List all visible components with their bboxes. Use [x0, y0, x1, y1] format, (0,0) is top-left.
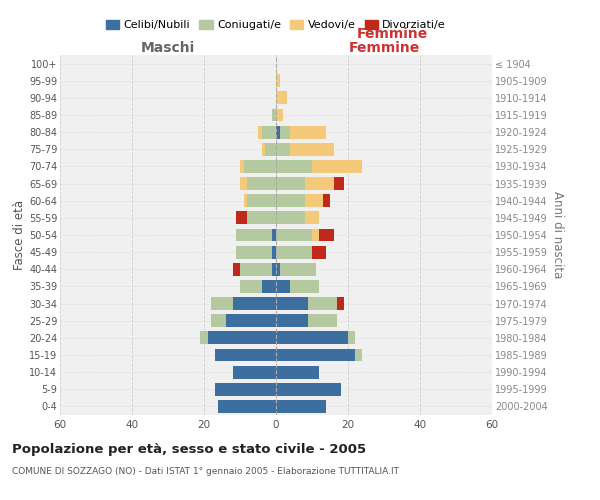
Y-axis label: Anni di nascita: Anni di nascita [551, 192, 565, 278]
Bar [276, 366, 319, 378]
Bar [211, 314, 226, 327]
Bar [258, 126, 262, 138]
Bar [240, 160, 244, 173]
Bar [262, 143, 265, 156]
Bar [312, 246, 326, 258]
Bar [226, 314, 276, 327]
Bar [236, 246, 272, 258]
Bar [280, 126, 290, 138]
Bar [215, 383, 276, 396]
Bar [276, 400, 326, 413]
Bar [308, 314, 337, 327]
Bar [280, 263, 316, 276]
Bar [236, 212, 247, 224]
Text: Femmine: Femmine [357, 26, 428, 40]
Bar [312, 160, 362, 173]
Bar [247, 177, 276, 190]
Bar [233, 297, 276, 310]
Bar [200, 332, 208, 344]
Bar [211, 297, 233, 310]
Bar [276, 177, 305, 190]
Bar [240, 280, 262, 293]
Bar [337, 297, 344, 310]
Bar [272, 228, 276, 241]
Bar [240, 263, 272, 276]
Bar [305, 177, 334, 190]
Bar [233, 366, 276, 378]
Bar [236, 228, 272, 241]
Bar [290, 280, 319, 293]
Bar [305, 212, 319, 224]
Bar [276, 383, 341, 396]
Bar [323, 194, 330, 207]
Text: Maschi: Maschi [141, 41, 195, 55]
Bar [276, 228, 312, 241]
Bar [348, 332, 355, 344]
Text: COMUNE DI SOZZAGO (NO) - Dati ISTAT 1° gennaio 2005 - Elaborazione TUTTITALIA.IT: COMUNE DI SOZZAGO (NO) - Dati ISTAT 1° g… [12, 468, 399, 476]
Bar [262, 126, 276, 138]
Bar [276, 143, 290, 156]
Text: Popolazione per età, sesso e stato civile - 2005: Popolazione per età, sesso e stato civil… [12, 442, 366, 456]
Bar [355, 348, 362, 362]
Bar [272, 263, 276, 276]
Bar [308, 297, 337, 310]
Bar [276, 263, 280, 276]
Bar [276, 314, 308, 327]
Bar [276, 92, 287, 104]
Bar [276, 108, 283, 122]
Bar [276, 74, 280, 87]
Bar [276, 297, 308, 310]
Bar [276, 212, 305, 224]
Bar [276, 348, 355, 362]
Bar [290, 143, 334, 156]
Bar [247, 194, 276, 207]
Bar [272, 108, 276, 122]
Bar [218, 400, 276, 413]
Bar [244, 160, 276, 173]
Bar [247, 212, 276, 224]
Bar [312, 228, 319, 241]
Bar [276, 332, 348, 344]
Bar [276, 280, 290, 293]
Bar [334, 177, 344, 190]
Bar [233, 263, 240, 276]
Bar [290, 126, 326, 138]
Bar [276, 194, 305, 207]
Bar [244, 194, 247, 207]
Text: Femmine: Femmine [349, 41, 419, 55]
Bar [272, 246, 276, 258]
Bar [319, 228, 334, 241]
Legend: Celibi/Nubili, Coniugati/e, Vedovi/e, Divorziati/e: Celibi/Nubili, Coniugati/e, Vedovi/e, Di… [101, 16, 451, 35]
Bar [276, 246, 312, 258]
Bar [276, 160, 312, 173]
Bar [276, 126, 280, 138]
Y-axis label: Fasce di età: Fasce di età [13, 200, 26, 270]
Bar [208, 332, 276, 344]
Bar [215, 348, 276, 362]
Bar [305, 194, 323, 207]
Bar [262, 280, 276, 293]
Bar [265, 143, 276, 156]
Bar [240, 177, 247, 190]
